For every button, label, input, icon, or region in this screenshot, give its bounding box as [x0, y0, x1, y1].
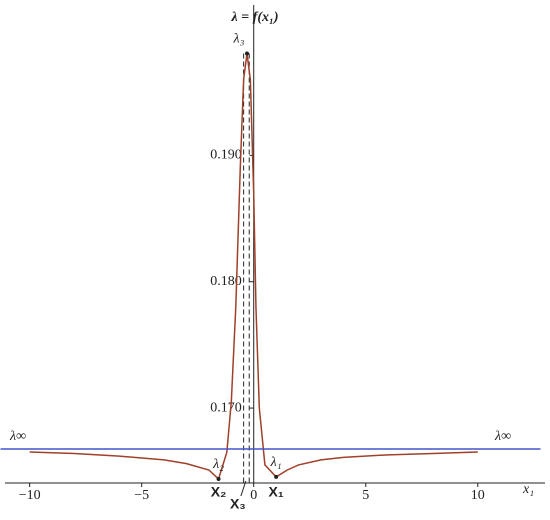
marker-label: X₁ [269, 484, 284, 500]
point-label: λ₁ [270, 455, 282, 470]
x-tick-label: −10 [19, 488, 41, 503]
marker-pointer [240, 480, 247, 497]
y-tick-label: 0.190 [210, 148, 242, 163]
limit-label: λ∞ [9, 429, 26, 444]
point [274, 474, 279, 479]
x-axis-label: x₁ [522, 482, 534, 497]
point [244, 51, 249, 56]
marker-label: X₃ [230, 496, 246, 512]
x-tick-label: 5 [362, 488, 369, 503]
x-tick-label: 10 [471, 488, 485, 503]
y-tick-label: 0.170 [210, 400, 242, 415]
x-tick-label: −5 [134, 488, 149, 503]
point-label: λ₂ [212, 457, 224, 472]
point-label: λ₃ [233, 32, 245, 47]
limit-label: λ∞ [494, 429, 511, 444]
x-tick-label: 0 [250, 488, 257, 503]
y-axis-label: λ = f(x₁) [230, 10, 278, 25]
point [216, 476, 221, 481]
series-line [29, 53, 478, 481]
marker-label: X₂ [211, 484, 227, 500]
y-tick-label: 0.180 [210, 274, 242, 289]
